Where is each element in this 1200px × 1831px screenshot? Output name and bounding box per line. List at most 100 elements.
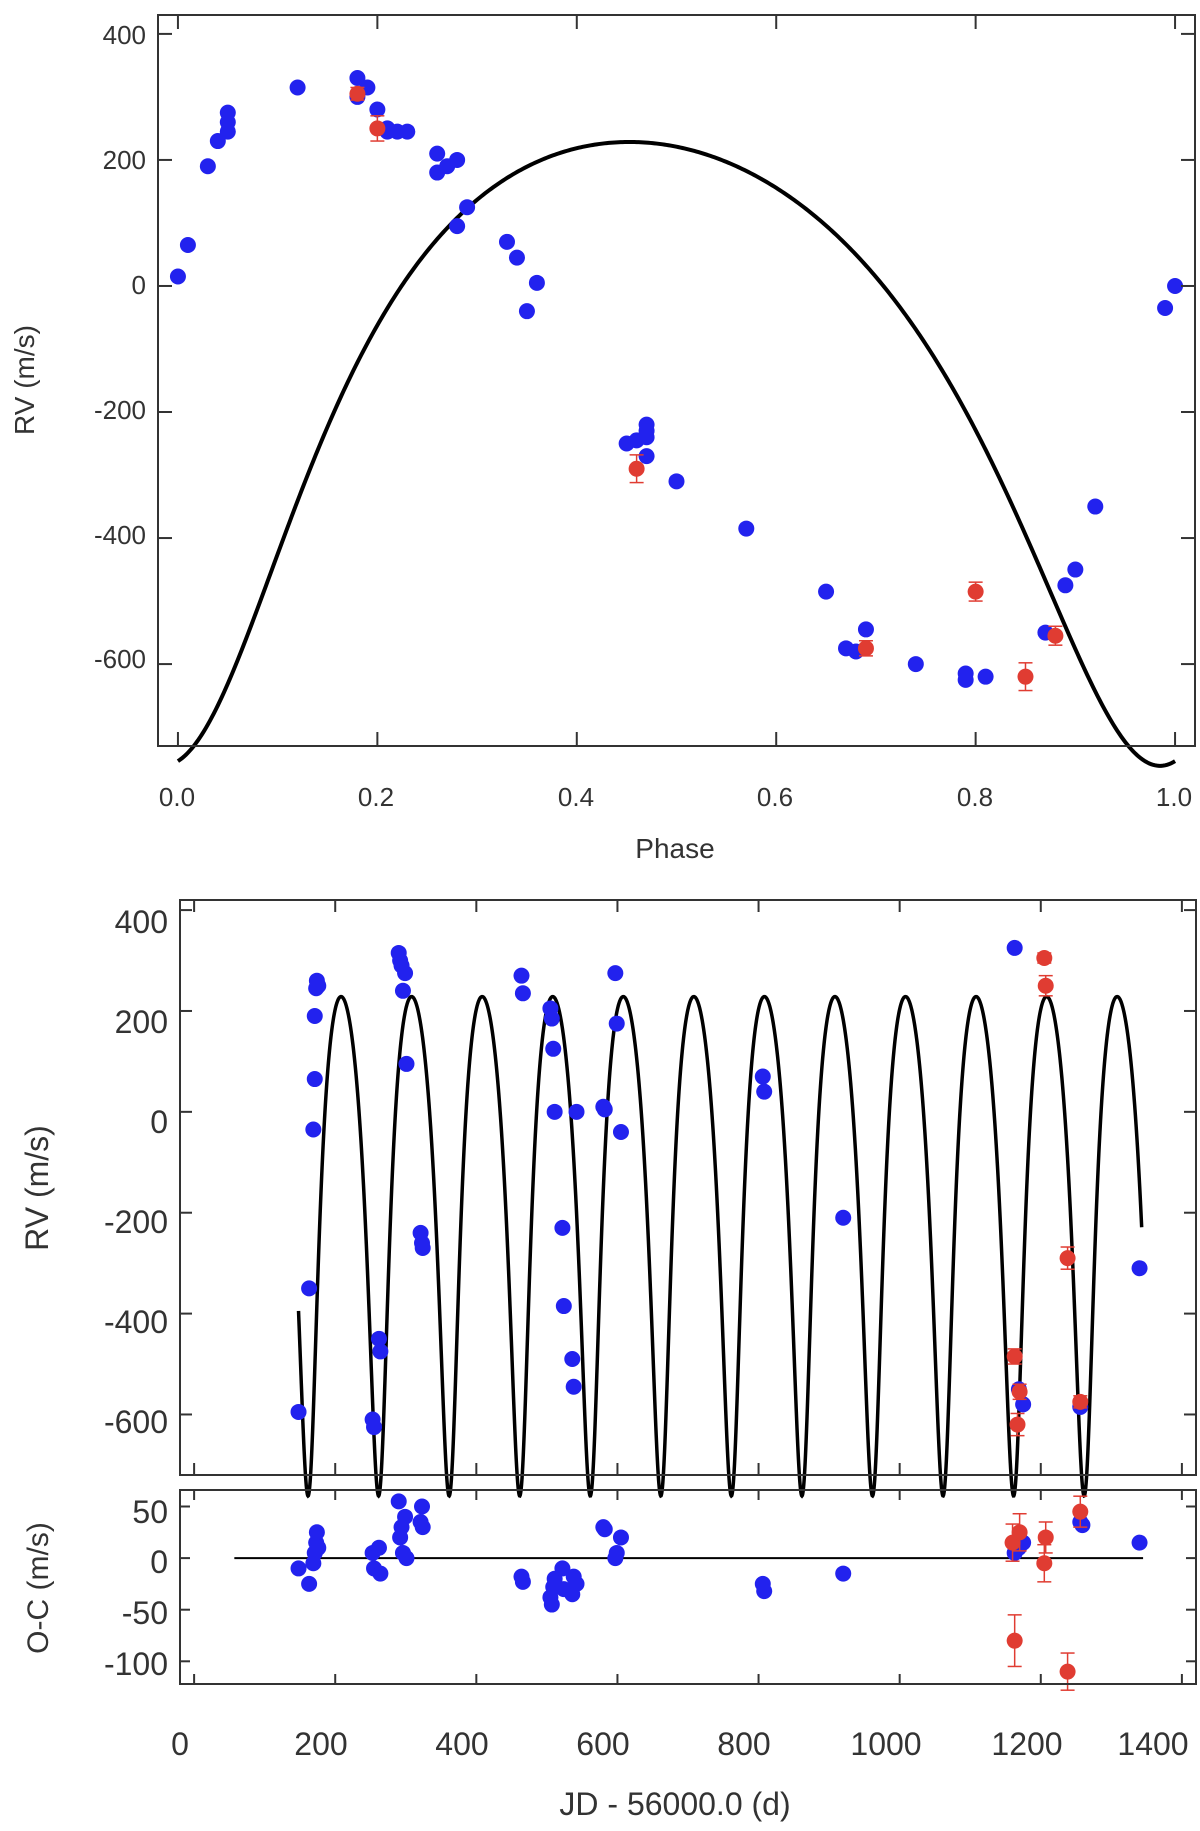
- phase-y-tick-label: 0: [132, 270, 146, 300]
- time-rv-plot-frame: [179, 899, 1197, 1476]
- time-space-point: [1006, 1348, 1023, 1365]
- residual-ground-point: [1074, 1517, 1091, 1534]
- phase-ground-point: [508, 249, 525, 266]
- time-rv-y-axis-title: RV (m/s): [19, 1125, 55, 1251]
- phase-ground-point: [209, 133, 226, 150]
- time-space-point: [1011, 1383, 1028, 1400]
- time-ground-point: [514, 985, 531, 1002]
- residual-y-tick-labels: 50 0 -50 -100: [104, 1494, 168, 1682]
- phase-ground-point: [977, 668, 994, 685]
- residual-x-tick-label: 400: [435, 1726, 488, 1762]
- phase-ground-point: [169, 268, 186, 285]
- phase-ground-point: [638, 448, 655, 465]
- phase-x-tick-label: 1.0: [1156, 782, 1192, 812]
- residual-axis-ticks: [180, 1490, 1196, 1684]
- phase-ground-point: [369, 101, 386, 118]
- time-model-curve-group: [296, 994, 1144, 1499]
- phase-ground-point: [289, 79, 306, 96]
- residual-ground-point: [308, 1524, 325, 1541]
- time-space-point: [1059, 1250, 1076, 1267]
- phase-y-tick-label: 400: [103, 20, 146, 50]
- time-ground-point: [414, 1240, 431, 1257]
- phase-ground-point: [349, 70, 366, 87]
- residual-ground-point: [554, 1560, 571, 1577]
- time-ground-point: [754, 1068, 771, 1085]
- residual-space-point: [1011, 1524, 1028, 1541]
- time-ground-point: [756, 1083, 773, 1100]
- phase-ground-point: [498, 233, 515, 250]
- residual-space-point: [1006, 1632, 1023, 1649]
- time-ground-point: [835, 1209, 852, 1226]
- residual-ground-point: [568, 1575, 585, 1592]
- time-ground-point: [290, 1403, 307, 1420]
- time-data-points: [290, 939, 1148, 1437]
- phase-model-curve-group: [176, 139, 1177, 768]
- time-ground-point: [565, 1378, 582, 1395]
- residual-x-tick-label: 1000: [850, 1726, 921, 1762]
- time-ground-point: [1131, 1260, 1148, 1277]
- residual-space-point: [1072, 1503, 1089, 1520]
- time-ground-point: [612, 1124, 629, 1141]
- time-ground-point: [513, 967, 530, 984]
- residual-ground-point: [612, 1529, 629, 1546]
- phase-y-tick-labels: 400 200 0 -200 -400 -600: [94, 20, 146, 674]
- phase-space-point: [967, 583, 984, 600]
- time-ground-point: [596, 1101, 613, 1118]
- phase-ground-point: [449, 218, 466, 235]
- phase-ground-point: [638, 429, 655, 446]
- time-ground-point: [301, 1280, 318, 1297]
- time-ground-point: [372, 1343, 389, 1360]
- time-ground-point: [394, 982, 411, 999]
- residual-y-axis-title: O-C (m/s): [22, 1522, 55, 1654]
- time-ground-point: [306, 1008, 323, 1025]
- residual-space-point: [1059, 1663, 1076, 1680]
- time-ground-point: [555, 1298, 572, 1315]
- residual-ground-point: [372, 1565, 389, 1582]
- residual-x-tick-label: 800: [717, 1726, 770, 1762]
- residual-x-tick-label: 200: [294, 1726, 347, 1762]
- residual-ground-point: [514, 1573, 531, 1590]
- phase-space-point: [369, 120, 386, 137]
- residual-y-tick-label: -100: [104, 1646, 168, 1682]
- residual-ground-point: [756, 1583, 773, 1600]
- time-rv-y-tick-label: -200: [104, 1204, 168, 1240]
- residual-x-tick-label: 600: [576, 1726, 629, 1762]
- phase-ground-point: [429, 145, 446, 162]
- phase-space-point: [857, 640, 874, 657]
- time-rv-y-tick-label: 400: [115, 904, 168, 940]
- phase-y-tick-label: -400: [94, 520, 146, 550]
- phase-ground-point: [818, 583, 835, 600]
- time-rv-y-tick-label: 200: [115, 1004, 168, 1040]
- phase-y-tick-label: -600: [94, 644, 146, 674]
- residual-ground-point: [290, 1560, 307, 1577]
- phase-ground-point: [528, 274, 545, 291]
- residual-x-axis-title: JD - 56000.0 (d): [559, 1786, 790, 1822]
- phase-ground-point: [738, 520, 755, 537]
- time-ground-point: [397, 965, 414, 982]
- residual-ground-point: [398, 1550, 415, 1567]
- residual-plot-frame: [179, 1489, 1197, 1685]
- time-space-point: [1037, 977, 1054, 994]
- time-ground-point: [1006, 939, 1023, 956]
- residual-data-points: [290, 1493, 1148, 1691]
- phase-y-axis-title: RV (m/s): [9, 325, 40, 435]
- phase-ground-point: [907, 656, 924, 673]
- phase-ground-point: [1157, 300, 1174, 317]
- phase-ground-point: [1087, 498, 1104, 515]
- phase-ground-point: [857, 621, 874, 638]
- residual-ground-point: [397, 1508, 414, 1525]
- time-model-curve: [296, 994, 1144, 1499]
- phase-x-tick-label: 0.2: [358, 782, 394, 812]
- residual-ground-point: [370, 1539, 387, 1556]
- residual-x-tick-labels: 0 200 400 600 800 1000 1200 1400: [171, 1726, 1188, 1762]
- residual-y-tick-label: 50: [132, 1494, 168, 1530]
- time-rv-y-tick-labels: 400 200 0 -200 -400 -600: [104, 904, 168, 1440]
- time-ground-point: [370, 1330, 387, 1347]
- time-ground-point: [543, 1010, 560, 1027]
- residual-x-tick-label: 1400: [1117, 1726, 1188, 1762]
- residual-ground-point: [301, 1575, 318, 1592]
- residual-ground-point: [390, 1493, 407, 1510]
- phase-x-tick-label: 0.4: [558, 782, 594, 812]
- phase-ground-point: [1067, 561, 1084, 578]
